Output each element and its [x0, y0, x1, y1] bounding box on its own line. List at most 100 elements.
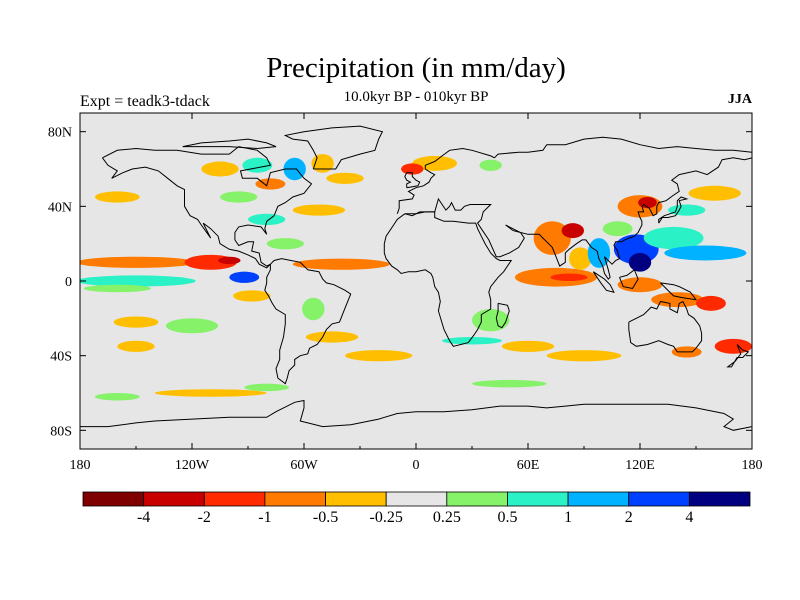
anomaly-region [668, 204, 706, 216]
anomaly-region [201, 161, 239, 177]
colorbar-label: -0.25 [370, 509, 403, 526]
anomaly-region [412, 155, 458, 171]
x-tick-label: 120W [175, 458, 210, 473]
colorbar-swatch [385, 491, 448, 507]
coastline-uk [404, 172, 421, 189]
colorbar-swatch [82, 491, 145, 507]
colorbar-label: -1 [258, 509, 271, 526]
coastline-north-america [101, 146, 313, 269]
anomaly-region [266, 238, 305, 250]
coastline-indonesia [592, 271, 615, 293]
coastline-new-guinea [660, 282, 698, 301]
anomaly-region [154, 389, 267, 397]
anomaly-region [165, 318, 219, 334]
coastline-layer [80, 125, 752, 431]
coastline-antarctica [80, 399, 752, 431]
colorbar-label: -2 [198, 509, 211, 526]
anomaly-region [664, 245, 747, 261]
anomaly-region [569, 247, 592, 270]
anomaly-region [533, 221, 571, 255]
anomaly-region [94, 393, 140, 401]
coastline-eurasia [396, 136, 752, 214]
colorbar-swatch [325, 491, 387, 507]
colorbar-label: -4 [137, 509, 150, 526]
coastline-asia-south [404, 157, 752, 280]
anomaly-region [117, 340, 155, 352]
colorbar-swatch [143, 491, 205, 507]
coastline-arctic-islands [182, 138, 277, 150]
colorbar-swatch [688, 491, 751, 507]
colorbar-label: 1 [564, 509, 572, 526]
anomaly-region [501, 340, 555, 352]
chart-subtitle: 10.0kyr BP - 010kyr BP [343, 89, 489, 105]
y-tick-label: 80N [48, 126, 72, 141]
colorbar-swatch [264, 491, 326, 507]
anomaly-region [292, 204, 346, 216]
colorbar-label: 0.5 [497, 509, 517, 526]
anomaly-layer [80, 154, 752, 401]
anomaly-region [643, 226, 704, 250]
anomaly-region [302, 297, 325, 321]
x-tick-label: 180 [70, 458, 91, 473]
colorbar: -4 -2 -1 -0.5 -0.25 0.25 0.5 1 2 4 [82, 491, 751, 526]
x-tick-label: 60W [290, 458, 318, 473]
x-tick-label: 120E [625, 458, 655, 473]
anomaly-region [617, 277, 663, 293]
anomaly-region [244, 383, 290, 392]
coastline-australia [628, 300, 703, 353]
anomaly-region [220, 191, 258, 203]
anomaly-region [696, 295, 726, 311]
colorbar-label: -0.5 [313, 509, 338, 526]
coastline-japan [658, 196, 689, 224]
colorbar-swatch [628, 491, 690, 507]
anomaly-region [550, 273, 588, 281]
y-tick-label: 80S [50, 424, 72, 439]
x-tick-label: 180 [742, 458, 763, 473]
experiment-label: Expt = teadk3-tdack [80, 93, 210, 110]
anomaly-region [602, 221, 633, 237]
anomaly-region [218, 256, 241, 265]
coastline-greenland [283, 125, 384, 170]
y-tick-label: 0 [65, 275, 72, 290]
coastline-borneo [619, 269, 639, 290]
anomaly-region [80, 275, 196, 287]
coastline-south-america [264, 258, 352, 385]
anomaly-region [255, 178, 286, 190]
anomaly-region [233, 290, 271, 302]
coastline-new-zealand [726, 344, 750, 368]
anomaly-region [651, 292, 704, 308]
colorbar-label: 2 [625, 509, 633, 526]
x-tick-label: 60E [517, 458, 540, 473]
colorbar-swatch [203, 491, 266, 507]
anomaly-region [587, 238, 611, 268]
y-tick-label: 40N [48, 200, 72, 215]
anomaly-region [628, 253, 652, 272]
x-tick-label: 0 [413, 458, 420, 473]
anomaly-region [83, 284, 151, 293]
y-tick-label: 40S [50, 350, 72, 365]
anomaly-region [401, 163, 424, 175]
anomaly-region [442, 337, 502, 345]
anomaly-region [229, 271, 260, 283]
coastline-africa [383, 211, 513, 347]
anomaly-region [80, 256, 196, 268]
colorbar-swatch [446, 491, 508, 507]
colorbar-swatch [567, 491, 630, 507]
coastline-madagascar [495, 302, 510, 329]
anomaly-region [247, 213, 286, 225]
anomaly-region [345, 350, 413, 362]
season-label: JJA [727, 92, 752, 107]
anomaly-region [113, 316, 159, 328]
anomaly-region [305, 331, 359, 343]
anomaly-region [546, 350, 622, 362]
anomaly-region [326, 172, 364, 184]
axis-layer: 180 120W 60W 0 60E 120E 180 80N 40N 0 40S 80S [48, 113, 763, 473]
colorbar-label: 0.25 [433, 509, 461, 526]
colorbar-swatch [507, 491, 569, 507]
colorbar-label: 4 [685, 509, 693, 526]
anomaly-region [292, 258, 390, 270]
anomaly-region [688, 185, 741, 201]
anomaly-region [472, 309, 510, 332]
anomaly-region [472, 379, 547, 388]
